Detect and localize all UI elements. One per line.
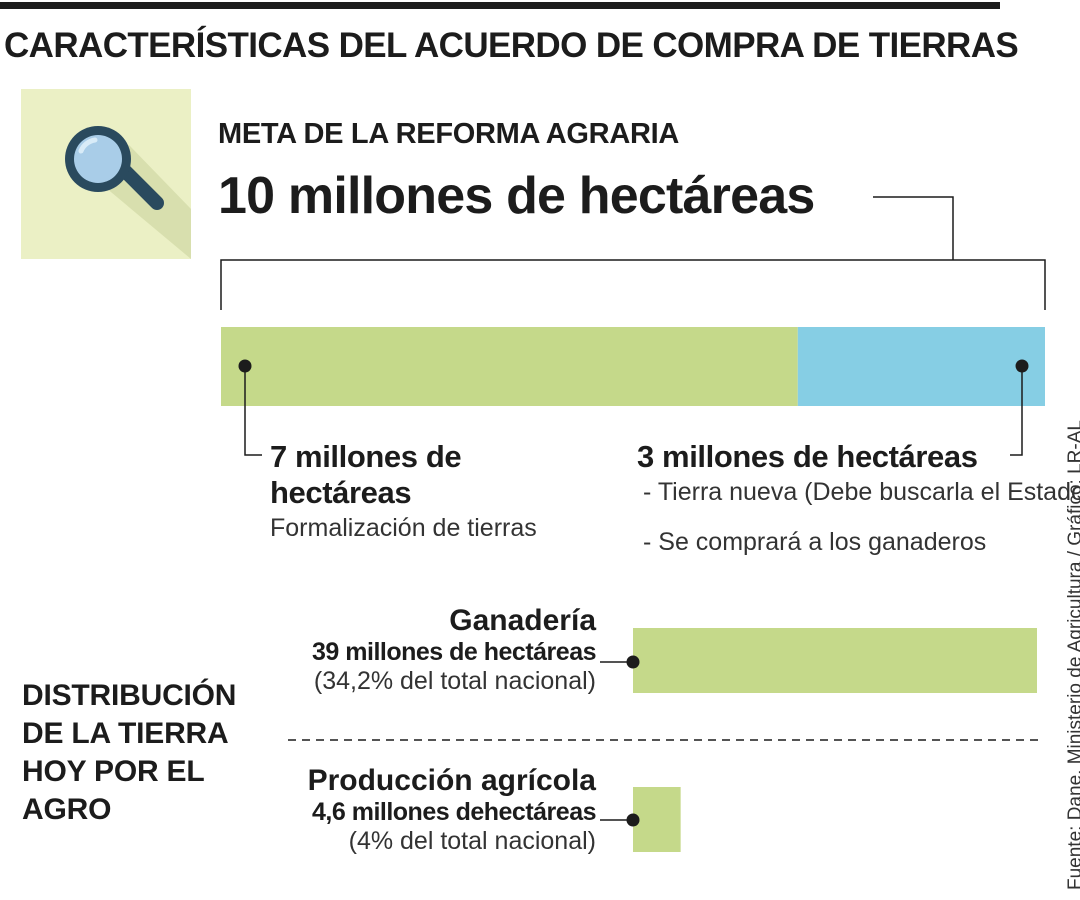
goal-bracket [221,260,1045,310]
distribution-heading-line: DE LA TIERRA [22,715,236,753]
left-label-note: Formalización de tierras [270,513,537,543]
ganaderia-percent: (34,2% del total nacional) [312,667,596,696]
ganaderia-marker [627,656,640,669]
ganaderia-label: Ganadería 39 millones de hectáreas (34,2… [312,604,596,696]
source-credit: Fuente: Dane, Ministerio de Agricultura … [1065,420,1080,890]
agricola-percent: (4% del total nacional) [308,827,596,856]
distribution-heading-line: DISTRIBUCIÓN [22,677,236,715]
agricola-marker [627,814,640,827]
distribution-heading: DISTRIBUCIÓN DE LA TIERRA HOY POR EL AGR… [22,677,236,829]
right-label-note1: - Tierra nueva (Debe buscarla el Estado) [643,477,1080,507]
bar-formalizacion [221,327,798,406]
goal-connector [873,197,953,260]
distribution-heading-line: HOY POR EL [22,753,236,791]
ganaderia-value: 39 millones de hectáreas [312,638,596,667]
left-label: 7 millones de hectáreas Formalización de… [270,439,537,543]
right-label-title: 3 millones de hectáreas [637,439,1080,475]
bar-tierra-nueva [798,327,1045,406]
agricola-value: 4,6 millones dehectáreas [308,798,596,827]
agricola-label: Producción agrícola 4,6 millones dehectá… [308,764,596,856]
right-label: 3 millones de hectáreas - Tierra nueva (… [637,439,1080,557]
agricola-name: Producción agrícola [308,764,596,798]
bar-agricola [633,787,681,852]
ganaderia-name: Ganadería [312,604,596,638]
distribution-heading-line: AGRO [22,791,236,829]
left-label-line1: 7 millones de [270,439,537,475]
left-label-line2: hectáreas [270,475,537,511]
bar-ganaderia [633,628,1037,693]
right-label-note2: - Se comprará a los ganaderos [643,527,1080,557]
